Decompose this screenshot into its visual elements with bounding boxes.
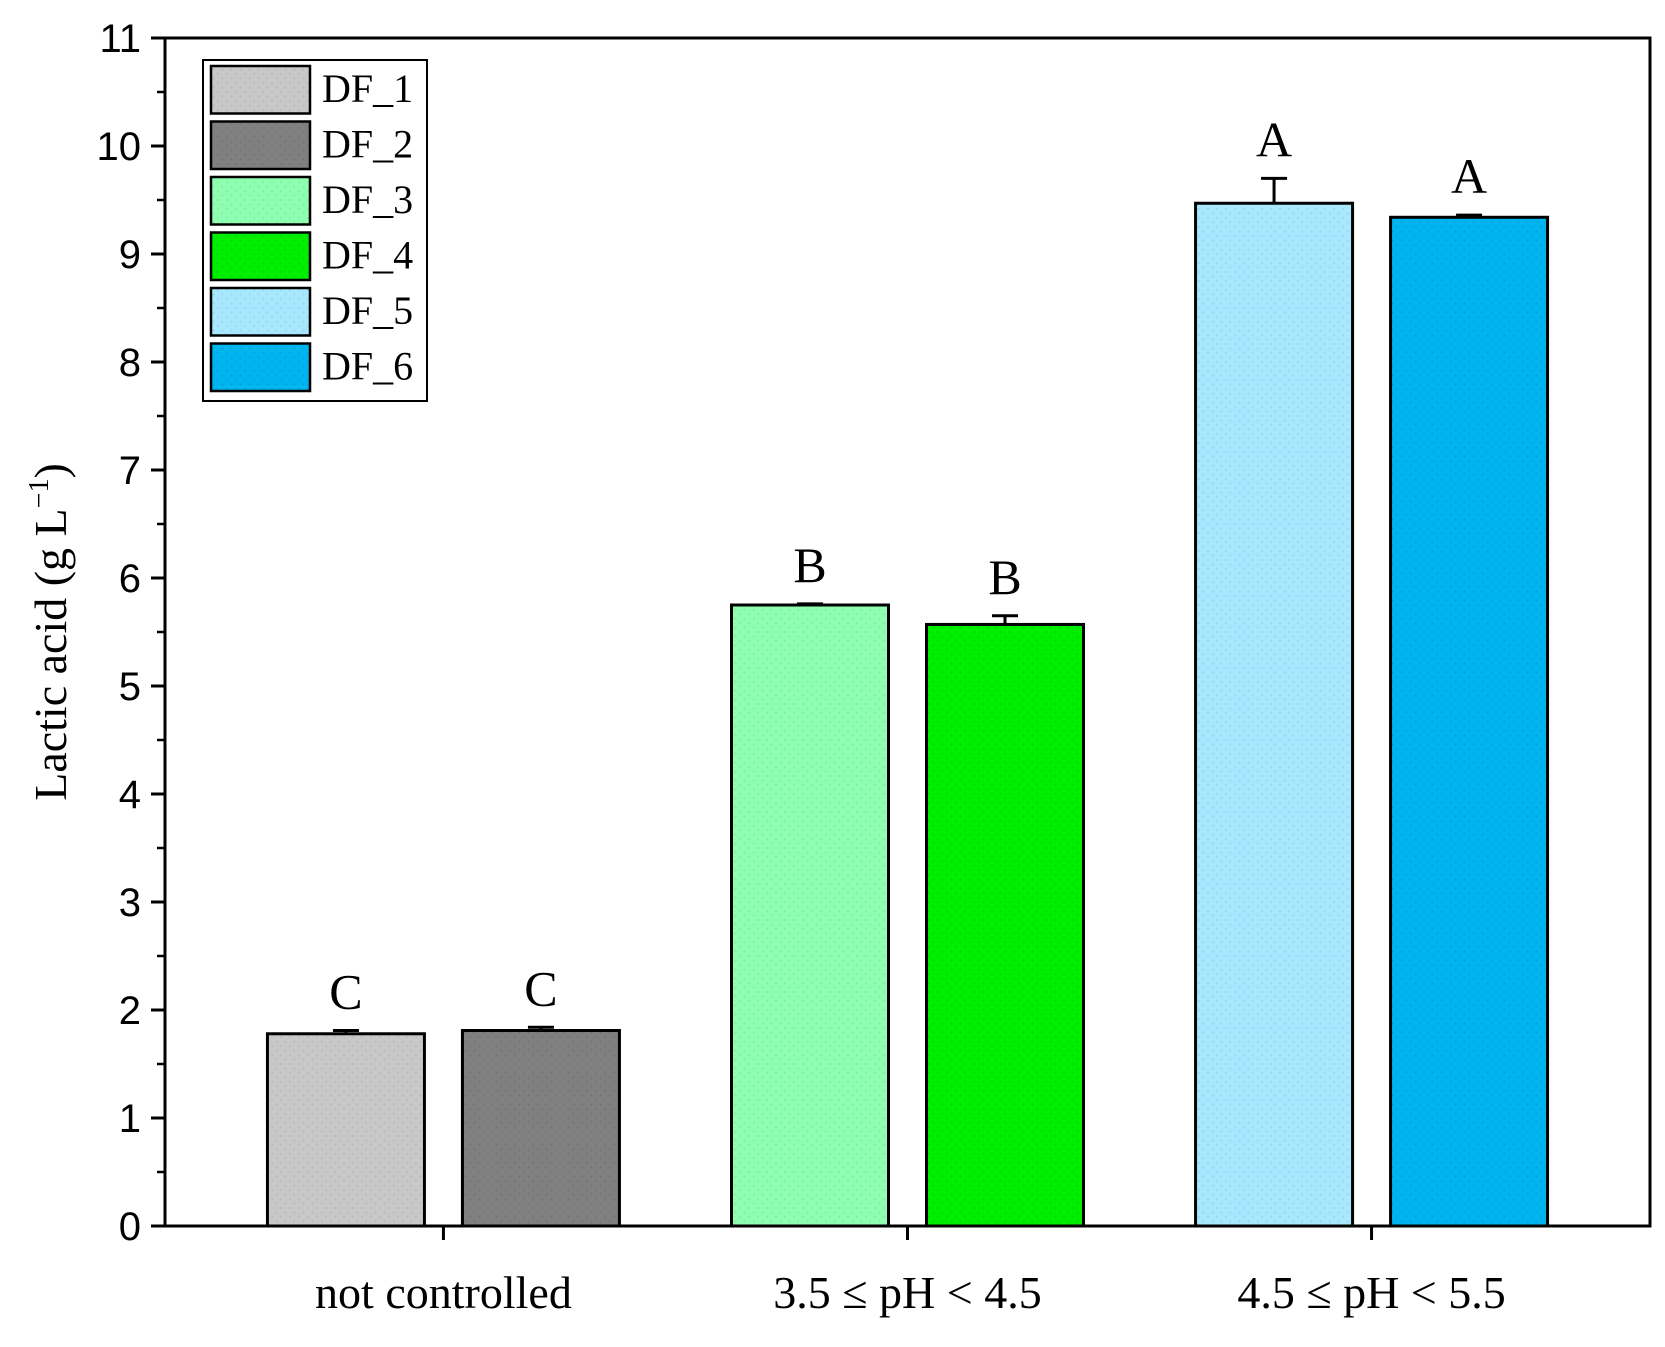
bar-df-4 — [925, 622, 1085, 1228]
significance-letter: A — [1451, 148, 1487, 204]
legend-label: DF_5 — [322, 288, 413, 333]
legend-label: DF_1 — [322, 66, 413, 111]
y-tick-label: 8 — [119, 341, 141, 385]
x-axis: not controlled 3.5 ≤ pH < 4.5 4.5 ≤ pH < 5… — [315, 1226, 1506, 1318]
y-axis-label-close: ) — [25, 463, 76, 478]
y-tick-label: 4 — [119, 773, 141, 817]
y-tick-label: 3 — [119, 881, 141, 925]
x-category-label: 4.5 ≤ pH < 5.5 — [1237, 1267, 1505, 1318]
legend-swatch — [209, 64, 312, 115]
legend-swatch — [209, 175, 312, 226]
significance-letter: A — [1256, 111, 1292, 167]
legend-swatch — [209, 231, 312, 282]
y-tick-label: 5 — [119, 665, 141, 709]
legend-swatch — [209, 286, 312, 337]
x-category-label: 3.5 ≤ pH < 4.5 — [773, 1267, 1041, 1318]
y-tick-label: 6 — [119, 557, 141, 601]
y-axis-label-superscript: −1 — [24, 479, 55, 509]
y-tick-label: 11 — [99, 17, 141, 61]
bar-df-1 — [265, 1032, 426, 1228]
bar-df-5 — [1194, 201, 1355, 1228]
significance-letter: B — [988, 549, 1021, 605]
legend-swatch — [209, 342, 312, 393]
legend-swatch — [209, 120, 312, 171]
significance-letter: C — [329, 964, 362, 1020]
legend-label: DF_2 — [322, 122, 413, 167]
legend-label: DF_6 — [322, 344, 413, 389]
y-tick-label: 0 — [119, 1205, 141, 1249]
legend: DF_1 DF_2 DF_3 DF_4 DF_5 DF_6 — [202, 59, 428, 402]
y-tick-label: 9 — [119, 233, 141, 277]
y-tick-label: 2 — [119, 989, 141, 1033]
legend-label: DF_3 — [322, 177, 413, 222]
y-axis-label-main: Lactic acid (g L — [25, 508, 76, 800]
significance-letter: C — [524, 960, 557, 1016]
bar-df-6 — [1389, 215, 1550, 1228]
bar-df-3 — [730, 603, 890, 1228]
y-tick-label: 10 — [97, 125, 142, 169]
y-axis: 0 1 2 3 4 5 6 7 8 9 10 11 — [97, 17, 165, 1249]
y-tick-label: 1 — [119, 1097, 141, 1141]
bar-df-2 — [460, 1029, 621, 1228]
bars-layer: C C B B A A — [265, 111, 1550, 1228]
y-axis-label: Lactic acid (g L−1) — [24, 463, 76, 801]
x-category-label: not controlled — [315, 1267, 572, 1318]
legend-label: DF_4 — [322, 233, 413, 278]
significance-letter: B — [793, 537, 826, 593]
y-tick-label: 7 — [119, 449, 141, 493]
